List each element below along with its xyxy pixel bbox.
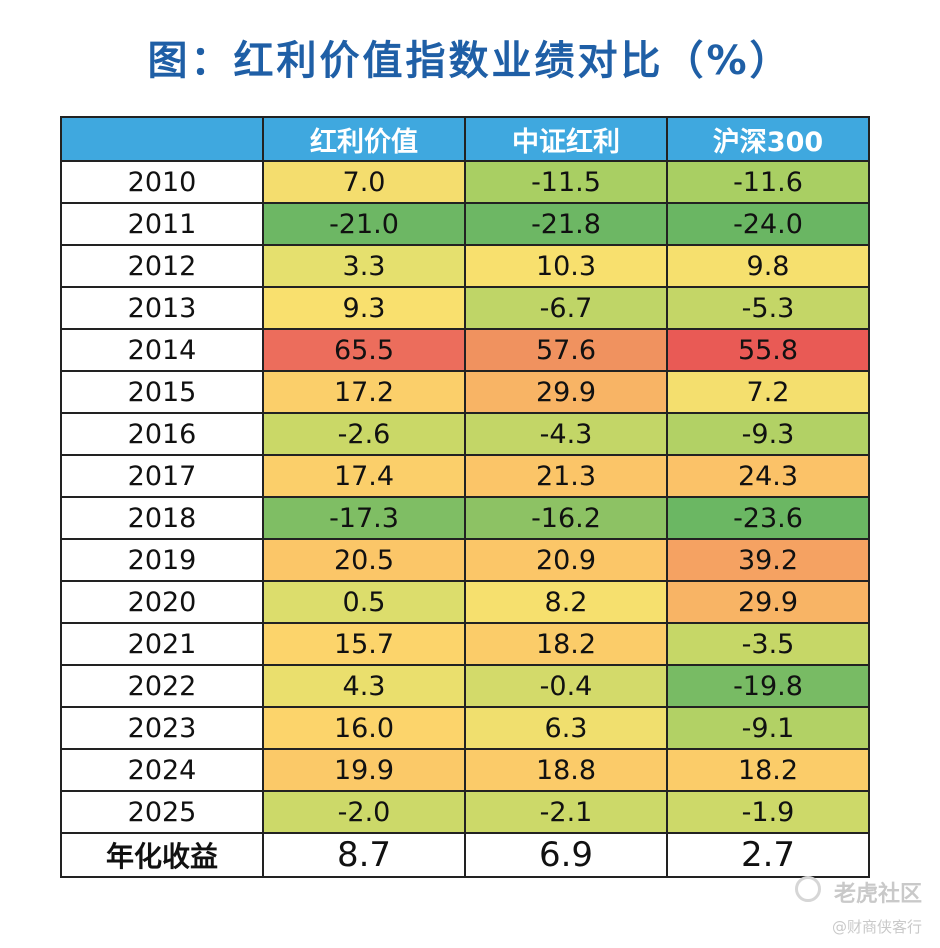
value-cell: 3.3 bbox=[262, 244, 466, 288]
year-cell: 2017 bbox=[60, 454, 264, 498]
value-cell: 65.5 bbox=[262, 328, 466, 372]
value-cell: -9.3 bbox=[666, 412, 870, 456]
value-cell: -6.7 bbox=[464, 286, 668, 330]
table-row: 2012 3.3 10.3 9.8 bbox=[60, 244, 870, 288]
header-hongli-jiazhi: 红利价值 bbox=[262, 116, 466, 162]
value-cell: -11.5 bbox=[464, 160, 668, 204]
value-cell: -1.9 bbox=[666, 790, 870, 834]
annualized-return-value: 8.7 bbox=[262, 832, 466, 878]
year-cell: 2010 bbox=[60, 160, 264, 204]
header-row: 红利价值 中证红利 沪深300 bbox=[60, 116, 870, 162]
value-cell: -2.1 bbox=[464, 790, 668, 834]
year-cell: 2013 bbox=[60, 286, 264, 330]
year-cell: 2016 bbox=[60, 412, 264, 456]
value-cell: 7.0 bbox=[262, 160, 466, 204]
annualized-return-value: 6.9 bbox=[464, 832, 668, 878]
annualized-return-label: 年化收益 bbox=[60, 832, 264, 878]
value-cell: -4.3 bbox=[464, 412, 668, 456]
value-cell: 7.2 bbox=[666, 370, 870, 414]
value-cell: 39.2 bbox=[666, 538, 870, 582]
table-row: 2013 9.3 -6.7 -5.3 bbox=[60, 286, 870, 330]
value-cell: 18.2 bbox=[464, 622, 668, 666]
value-cell: 19.9 bbox=[262, 748, 466, 792]
year-cell: 2023 bbox=[60, 706, 264, 750]
watermark-text: 老虎社区 bbox=[833, 882, 922, 907]
header-zhongzheng-hongli: 中证红利 bbox=[464, 116, 668, 162]
value-cell: 16.0 bbox=[262, 706, 466, 750]
table-row: 2010 7.0 -11.5 -11.6 bbox=[60, 160, 870, 204]
value-cell: 20.5 bbox=[262, 538, 466, 582]
value-cell: 8.2 bbox=[464, 580, 668, 624]
value-cell: 55.8 bbox=[666, 328, 870, 372]
value-cell: 17.4 bbox=[262, 454, 466, 498]
value-cell: -2.6 bbox=[262, 412, 466, 456]
value-cell: -21.0 bbox=[262, 202, 466, 246]
value-cell: 24.3 bbox=[666, 454, 870, 498]
table-row: 2024 19.9 18.8 18.2 bbox=[60, 748, 870, 792]
header-corner bbox=[60, 116, 264, 162]
value-cell: 9.8 bbox=[666, 244, 870, 288]
value-cell: 9.3 bbox=[262, 286, 466, 330]
year-cell: 2020 bbox=[60, 580, 264, 624]
year-cell: 2019 bbox=[60, 538, 264, 582]
year-cell: 2011 bbox=[60, 202, 264, 246]
table-row: 2015 17.2 29.9 7.2 bbox=[60, 370, 870, 414]
year-cell: 2014 bbox=[60, 328, 264, 372]
annualized-return-row: 年化收益 8.7 6.9 2.7 bbox=[60, 832, 870, 878]
value-cell: 10.3 bbox=[464, 244, 668, 288]
year-cell: 2021 bbox=[60, 622, 264, 666]
table-row: 2022 4.3 -0.4 -19.8 bbox=[60, 664, 870, 708]
value-cell: -2.0 bbox=[262, 790, 466, 834]
value-cell: 20.9 bbox=[464, 538, 668, 582]
value-cell: 18.2 bbox=[666, 748, 870, 792]
value-cell: 29.9 bbox=[666, 580, 870, 624]
value-cell: -0.4 bbox=[464, 664, 668, 708]
value-cell: 6.3 bbox=[464, 706, 668, 750]
value-cell: -3.5 bbox=[666, 622, 870, 666]
table-row: 2014 65.5 57.6 55.8 bbox=[60, 328, 870, 372]
value-cell: -17.3 bbox=[262, 496, 466, 540]
value-cell: 0.5 bbox=[262, 580, 466, 624]
watermark-logo-icon bbox=[795, 876, 821, 902]
value-cell: 17.2 bbox=[262, 370, 466, 414]
table-row: 2018 -17.3 -16.2 -23.6 bbox=[60, 496, 870, 540]
value-cell: -5.3 bbox=[666, 286, 870, 330]
value-cell: -24.0 bbox=[666, 202, 870, 246]
value-cell: 29.9 bbox=[464, 370, 668, 414]
value-cell: -11.6 bbox=[666, 160, 870, 204]
watermark-author: @财商侠客行 bbox=[831, 918, 922, 936]
table-row: 2019 20.5 20.9 39.2 bbox=[60, 538, 870, 582]
value-cell: -21.8 bbox=[464, 202, 668, 246]
value-cell: -23.6 bbox=[666, 496, 870, 540]
header-hushen-300: 沪深300 bbox=[666, 116, 870, 162]
performance-table: 红利价值 中证红利 沪深300 2010 7.0 -11.5 -11.6 2011 -21… bbox=[60, 116, 870, 878]
value-cell: -16.2 bbox=[464, 496, 668, 540]
table-row: 2025 -2.0 -2.1 -1.9 bbox=[60, 790, 870, 834]
year-cell: 2015 bbox=[60, 370, 264, 414]
year-cell: 2025 bbox=[60, 790, 264, 834]
table-row: 2020 0.5 8.2 29.9 bbox=[60, 580, 870, 624]
value-cell: 21.3 bbox=[464, 454, 668, 498]
chart-title: 图：红利价值指数业绩对比（%） bbox=[147, 38, 793, 84]
year-cell: 2024 bbox=[60, 748, 264, 792]
table-body: 2010 7.0 -11.5 -11.6 2011 -21.0 -21.8 -24.0 2012… bbox=[60, 160, 870, 834]
value-cell: 4.3 bbox=[262, 664, 466, 708]
year-cell: 2022 bbox=[60, 664, 264, 708]
year-cell: 2012 bbox=[60, 244, 264, 288]
value-cell: 15.7 bbox=[262, 622, 466, 666]
annualized-return-value: 2.7 bbox=[666, 832, 870, 878]
table-row: 2021 15.7 18.2 -3.5 bbox=[60, 622, 870, 666]
table-row: 2017 17.4 21.3 24.3 bbox=[60, 454, 870, 498]
table-row: 2016 -2.6 -4.3 -9.3 bbox=[60, 412, 870, 456]
table-row: 2023 16.0 6.3 -9.1 bbox=[60, 706, 870, 750]
value-cell: 57.6 bbox=[464, 328, 668, 372]
table-row: 2011 -21.0 -21.8 -24.0 bbox=[60, 202, 870, 246]
year-cell: 2018 bbox=[60, 496, 264, 540]
value-cell: 18.8 bbox=[464, 748, 668, 792]
value-cell: -19.8 bbox=[666, 664, 870, 708]
value-cell: -9.1 bbox=[666, 706, 870, 750]
